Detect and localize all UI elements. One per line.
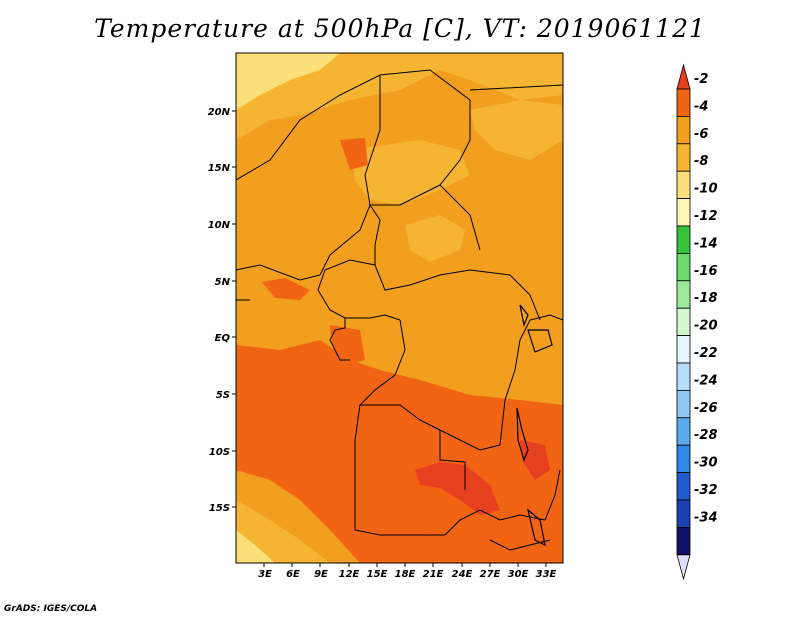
colorbar-label: -30 — [694, 456, 718, 471]
region-minus8-southwest — [236, 500, 330, 563]
region-minus2-core — [415, 462, 500, 515]
colorbar-label: -22 — [694, 346, 718, 361]
lat-tick-label: 5S — [216, 390, 230, 401]
colorbar-label: -12 — [694, 209, 718, 224]
temperature-map — [236, 53, 563, 563]
colorbar-label: -6 — [694, 127, 708, 142]
region-minus8-north — [236, 53, 563, 140]
lat-tick-label: 20N — [208, 107, 231, 118]
colorbar-swatch — [676, 280, 691, 309]
lon-tick-label: 18E — [395, 569, 416, 580]
colorbar-label: -28 — [694, 428, 718, 443]
region-minus4-gulf — [262, 278, 310, 300]
colorbar-bottom-arrow — [676, 554, 691, 581]
lon-tick-label: 30E — [508, 569, 529, 580]
colorbar-swatch — [676, 444, 691, 474]
colorbar-swatch — [676, 225, 691, 254]
lat-tick-label: 15S — [209, 503, 230, 514]
colorbar-swatch — [676, 417, 691, 446]
colorbar-label: -32 — [694, 483, 718, 498]
colorbar-label: -4 — [694, 99, 708, 114]
colorbar-swatch — [676, 88, 691, 117]
region-minus8-east — [470, 100, 563, 160]
lon-tick-label: 33E — [536, 569, 557, 580]
region-minus4-congo — [330, 325, 365, 365]
lat-tick-label: EQ — [215, 333, 231, 344]
lakes — [516, 304, 553, 547]
colorbar-swatch — [676, 362, 691, 391]
colorbar-swatch — [676, 116, 691, 145]
lat-tick-label: 15N — [208, 163, 231, 174]
grads-credit: GrADS: IGES/COLA — [4, 604, 98, 614]
colorbar-label: -26 — [694, 401, 718, 416]
lon-tick-label: 12E — [339, 569, 360, 580]
region-minus4-north-spot — [340, 138, 368, 170]
colorbar-label: -18 — [694, 291, 718, 306]
colorbar-label: -14 — [694, 236, 718, 251]
tick-marks — [232, 110, 547, 567]
colorbar: -2 -4 -6 -8 -10 -12 -14 -16 -18 -20 -22 -24 -26 -28 -3… — [676, 63, 718, 581]
colorbar-label: -24 — [694, 373, 718, 388]
lon-tick-label: 15E — [367, 569, 388, 580]
lat-tick-label: 10S — [209, 447, 230, 458]
lon-tick-label: 24E — [452, 569, 473, 580]
colorbar-swatch — [676, 252, 691, 282]
region-minus8-sahel — [350, 140, 470, 205]
lon-tick-label: 6E — [286, 569, 300, 580]
lon-tick-label: 9E — [314, 569, 328, 580]
lat-tick-labels: 20N 15N 10N 5N EQ 5S 10S 15S — [208, 107, 231, 514]
colorbar-swatch — [676, 527, 691, 556]
colorbar-label: -34 — [694, 510, 718, 525]
colorbar-swatch — [676, 198, 691, 227]
chart-title: Temperature at 500hPa [C], VT: 201906112… — [94, 14, 706, 43]
colorbar-swatch — [676, 170, 691, 199]
colorbar-swatch — [676, 472, 691, 501]
colorbar-label: -8 — [694, 154, 708, 169]
lon-tick-label: 3E — [258, 569, 272, 580]
lon-tick-label: 21E — [423, 569, 444, 580]
region-minus8-center — [405, 215, 465, 262]
colorbar-label: -16 — [694, 264, 718, 279]
colorbar-swatch — [676, 335, 691, 364]
region-minus10 — [236, 53, 340, 110]
colorbar-label: -2 — [694, 72, 708, 87]
colorbar-swatch — [676, 143, 691, 172]
colorbar-swatch — [676, 307, 691, 337]
colorbar-top-arrow — [676, 63, 691, 90]
colorbar-swatch — [676, 499, 691, 528]
colorbar-label: -10 — [694, 182, 718, 197]
lon-tick-label: 27E — [480, 569, 501, 580]
colorbar-swatch — [676, 389, 691, 419]
lat-tick-label: 10N — [208, 220, 231, 231]
lat-tick-label: 5N — [215, 277, 231, 288]
lon-tick-labels: 3E 6E 9E 12E 15E 18E 21E 24E 27E 30E 33E — [258, 569, 556, 580]
map-frame — [235, 52, 564, 564]
colorbar-label: -20 — [694, 319, 718, 334]
country-borders — [236, 69, 563, 551]
